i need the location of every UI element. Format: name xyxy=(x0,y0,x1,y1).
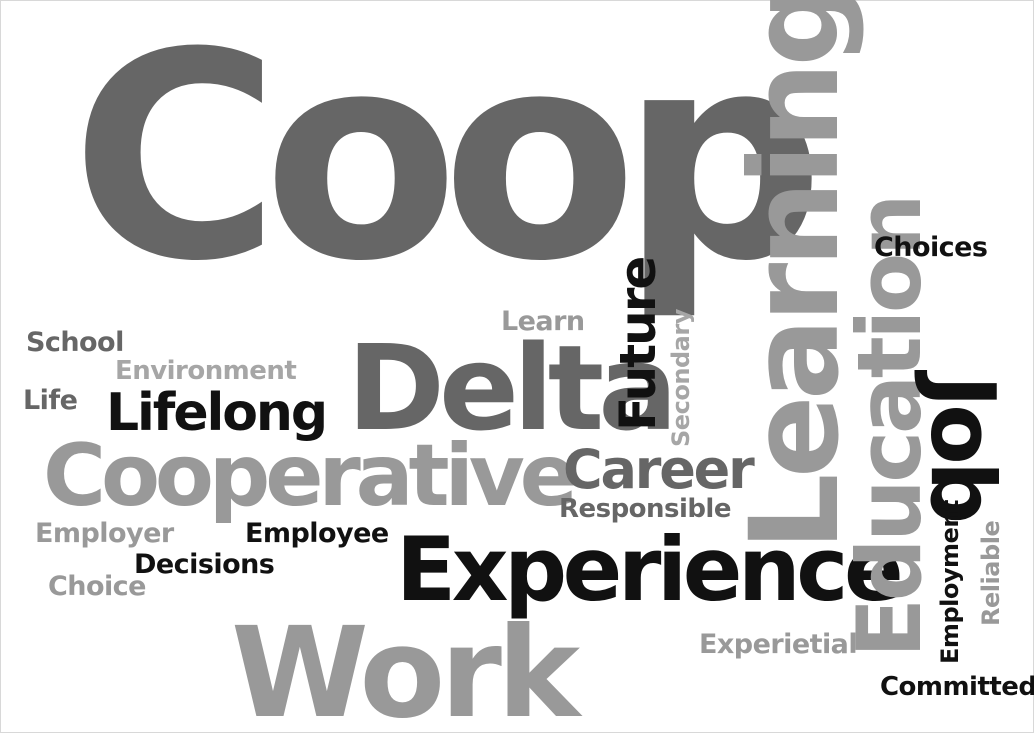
word-secondary: Secondary xyxy=(667,309,695,447)
word-school: School xyxy=(26,327,124,358)
word-future: Future xyxy=(609,257,667,431)
word-environment: Environment xyxy=(115,356,297,386)
word-work: Work xyxy=(231,601,580,746)
word-employee: Employee xyxy=(245,518,389,549)
word-lifelong: Lifelong xyxy=(106,383,328,443)
word-choice: Choice xyxy=(48,571,146,602)
word-coop: Coop xyxy=(71,0,824,324)
word-learn: Learn xyxy=(501,306,585,337)
word-delta: Delta xyxy=(347,319,678,457)
word-responsible: Responsible xyxy=(559,494,731,524)
word-career: Career xyxy=(563,438,755,501)
word-employer: Employer xyxy=(35,518,174,549)
word-life: Life xyxy=(23,385,78,416)
word-experietial: Experietial xyxy=(699,629,858,660)
word-employment: Employment xyxy=(936,500,964,664)
word-committed: Committed xyxy=(880,672,1034,702)
word-reliable: Reliable xyxy=(977,520,1005,626)
word-job: Job xyxy=(911,375,1014,521)
word-cooperative: Cooperative xyxy=(43,426,578,526)
word-experience: Experience xyxy=(396,518,904,621)
word-decisions: Decisions xyxy=(134,549,275,580)
word-choices: Choices xyxy=(874,232,988,263)
